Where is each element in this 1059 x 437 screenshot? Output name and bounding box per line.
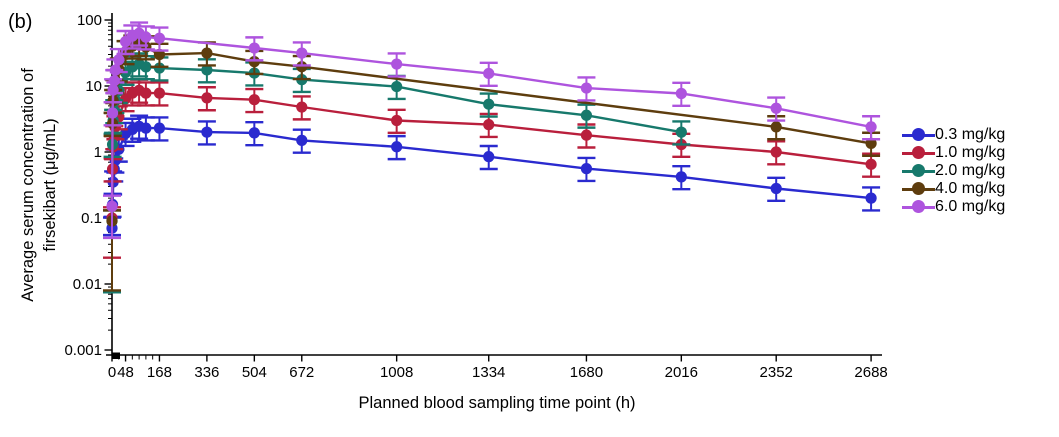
data-point (248, 127, 260, 139)
data-point (580, 129, 593, 141)
y-tick-label: 0.001 (64, 342, 102, 359)
data-point (140, 61, 152, 73)
x-tick-label: 504 (242, 364, 267, 381)
y-tick-label: 10 (85, 78, 102, 95)
x-axis-title: Planned blood sampling time point (h) (359, 394, 636, 412)
panel-label: (b) (8, 11, 32, 33)
y-tick-label: 0.1 (81, 210, 102, 227)
data-point (483, 98, 495, 110)
x-tick-label: 2016 (665, 364, 698, 381)
data-point (580, 163, 593, 175)
data-point (153, 122, 166, 134)
data-point (770, 146, 782, 158)
data-point (865, 158, 877, 170)
series-6.0-mg-kg (103, 21, 881, 240)
legend-marker-icon (902, 182, 935, 196)
legend-marker-icon (902, 200, 935, 214)
data-point (675, 87, 687, 100)
x-tick-label: 0 (108, 364, 116, 381)
legend-label: 2.0 mg/kg (935, 162, 1006, 179)
axes (106, 13, 882, 356)
legend-item-0.3-mg-kg: 0.3 mg/kg (902, 126, 1005, 144)
x-tick-label: 336 (194, 364, 219, 381)
data-point (201, 92, 213, 104)
legend-item-6.0-mg-kg: 6.0 mg/kg (902, 198, 1005, 216)
legend-marker-icon (902, 128, 935, 142)
data-point (391, 80, 403, 93)
data-point (770, 102, 782, 114)
series-0.3-mg-kg (103, 114, 881, 237)
data-point (140, 87, 152, 99)
data-point (248, 56, 260, 68)
legend-marker-icon (902, 146, 935, 160)
legend-item-2.0-mg-kg: 2.0 mg/kg (902, 162, 1005, 180)
data-point (580, 109, 593, 121)
y-tick-label: 0.01 (73, 276, 102, 293)
data-point (153, 32, 166, 44)
legend-item-4.0-mg-kg: 4.0 mg/kg (902, 180, 1005, 198)
data-point (296, 101, 308, 113)
data-point (391, 58, 403, 70)
data-point (106, 200, 118, 212)
data-point (483, 151, 495, 163)
data-point (770, 182, 782, 195)
x-tick-label: 48 (117, 364, 134, 381)
data-point (201, 47, 213, 59)
data-point (140, 122, 152, 134)
x-tick-label: 168 (147, 364, 172, 381)
x-tick-label: 672 (289, 364, 314, 381)
data-point (140, 31, 152, 43)
y-tick-label: 1 (94, 144, 102, 161)
data-point (153, 87, 166, 99)
y-axis-title-line2: firsekibart (μg/mL) (41, 118, 59, 251)
origin-marker (112, 352, 120, 359)
x-tick-label: 1008 (380, 364, 413, 381)
x-axis-ticks: 0 48 168 336 504 672 1008 1334 1680 2016 2352 2688 (108, 352, 888, 381)
data-point (580, 82, 593, 94)
data-point (153, 62, 166, 74)
legend-label: 1.0 mg/kg (935, 144, 1006, 161)
data-point (248, 42, 260, 54)
data-point (201, 64, 213, 76)
data-point (248, 94, 260, 106)
x-tick-label: 2352 (760, 364, 793, 381)
data-point (106, 107, 119, 119)
data-point (296, 61, 308, 73)
data-point (865, 192, 877, 204)
data-point (865, 121, 877, 133)
legend-label: 6.0 mg/kg (935, 198, 1006, 215)
legend: 0.3 mg/kg 1.0 mg/kg 2.0 mg/kg 4.0 mg/kg 6.0 … (902, 126, 1005, 216)
data-point (675, 126, 687, 138)
legend-label: 0.3 mg/kg (935, 126, 1006, 143)
data-point (391, 141, 403, 153)
y-axis-ticks: 100 10 1 0.1 0.01 0.001 (64, 12, 112, 359)
legend-marker-icon (902, 164, 935, 178)
data-point (391, 114, 403, 127)
data-point (201, 126, 213, 138)
legend-item-1.0-mg-kg: 1.0 mg/kg (902, 144, 1005, 162)
legend-label: 4.0 mg/kg (935, 180, 1006, 197)
data-point (483, 119, 495, 131)
y-axis-title-line1: Average serum concentration of (19, 68, 37, 302)
data-point (296, 134, 308, 146)
data-point (113, 54, 125, 66)
x-tick-label: 2688 (854, 364, 887, 381)
data-point (770, 121, 782, 133)
data-point (483, 67, 495, 80)
data-point (675, 171, 687, 183)
data-point (296, 47, 308, 59)
series-line (110, 125, 872, 229)
plot-area: 100 10 1 0.1 0.01 0.001 0 48 168 336 504 672 1008 133… (64, 12, 887, 381)
data-point (865, 137, 877, 149)
data-point (108, 75, 120, 87)
y-tick-label: 100 (77, 12, 102, 29)
x-tick-label: 1680 (570, 364, 603, 381)
x-tick-label: 1334 (472, 364, 505, 381)
